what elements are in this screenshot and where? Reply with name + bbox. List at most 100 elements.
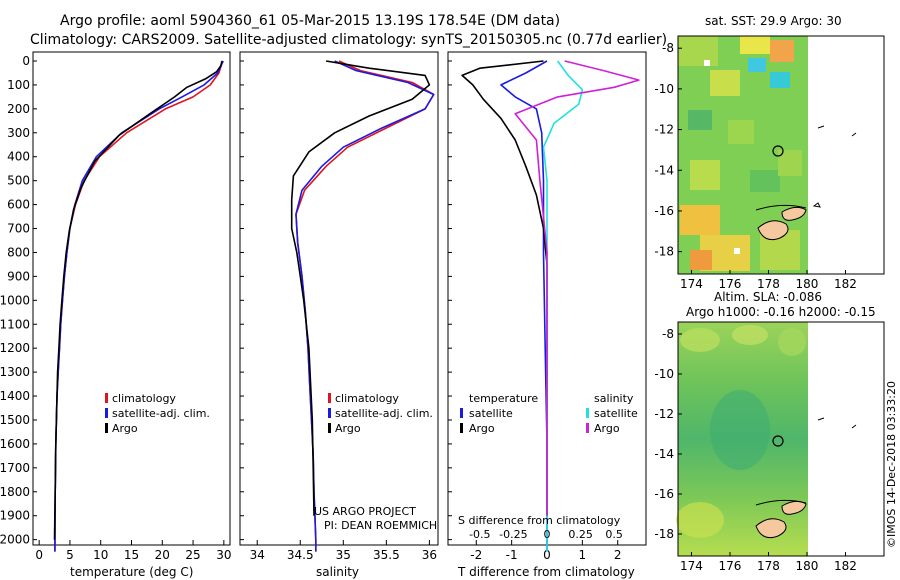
legend-satellite-adj: satellite-adj. clim. <box>335 407 433 420</box>
difference-legend: temperature satellite Argo salinity sate… <box>460 392 638 435</box>
x-tick-label: 10 <box>93 548 108 562</box>
legend-salinity-satellite: satellite <box>594 407 638 420</box>
series-line-climatology <box>295 60 435 552</box>
map-y-tick-label: -14 <box>654 163 674 177</box>
map-x-tick-label: 180 <box>796 277 819 291</box>
x-tick-label: 25 <box>185 548 200 562</box>
map-x-tick-label: 182 <box>834 277 857 291</box>
depth-tick-label: 1600 <box>0 437 30 451</box>
map-y-tick-label: -10 <box>654 82 674 96</box>
legend-salinity-header: salinity <box>594 392 634 405</box>
x-tick-label: 20 <box>155 548 170 562</box>
depth-tick-label: 1900 <box>0 509 30 523</box>
header-line-2: Climatology: CARS2009. Satellite-adjuste… <box>30 32 667 48</box>
sla-argo-marker <box>772 435 784 447</box>
series-line-temperature-satellite <box>500 60 548 552</box>
depth-tick-label: 1200 <box>0 341 30 355</box>
depth-axis-labels: 0 100 200 300 400 500 600 700 800 900 1000 1100 1200… <box>0 54 452 547</box>
map-y-tick-label: -18 <box>654 245 674 259</box>
header-line-1: Argo profile: aoml 5904360_61 05-Mar-201… <box>60 13 560 29</box>
map-x-tick-label: 176 <box>719 559 742 573</box>
depth-tick-label: 2000 <box>0 533 30 547</box>
depth-tick-label: 800 <box>7 245 30 259</box>
depth-tick-label: 1300 <box>0 365 30 379</box>
s-difference-label: S difference from climatology <box>458 514 621 527</box>
series-line-satellite-adj-clim- <box>54 60 224 552</box>
s-difference-tick-label: -0.5 <box>469 528 490 541</box>
depth-tick-label: 100 <box>7 78 30 92</box>
map-y-tick-label: -16 <box>654 204 674 218</box>
pi-credit: PI: DEAN ROEMMICH <box>324 519 437 532</box>
sst-map-ticks: 174 176 178 180 182 -8 -10 -12 -14 -16 -18 <box>654 41 857 291</box>
series-line-temperature-argo <box>461 60 548 516</box>
legend-temperature-header: temperature <box>469 392 538 405</box>
sst-argo-marker <box>772 145 784 157</box>
temperature-plot: 0 5 10 15 20 25 30 <box>35 60 231 562</box>
difference-plot: -2 -1 0 1 2 <box>461 60 640 562</box>
x-tick-label: 30 <box>216 548 231 562</box>
x-tick-label: 5 <box>66 548 74 562</box>
depth-tick-label: 900 <box>7 269 30 283</box>
map-y-tick-label: -12 <box>654 123 674 137</box>
x-tick-label: -1 <box>506 548 518 562</box>
x-tick-label: 34 <box>250 548 265 562</box>
depth-tick-label: 200 <box>7 102 30 116</box>
x-tick-label: 0 <box>35 548 43 562</box>
salinity-legend: climatology satellite-adj. clim. Argo <box>328 392 433 435</box>
depth-tick-label: 0 <box>22 54 30 68</box>
sla-map-ticks: 174 176 178 180 182 -8 -10 -12 -14 -16 -18 <box>654 327 857 573</box>
legend-temperature-satellite: satellite <box>469 407 513 420</box>
depth-tick-label: 300 <box>7 126 30 140</box>
x-tick-label: 2 <box>614 548 622 562</box>
salinity-panel-frame <box>239 51 439 546</box>
s-difference-tick-label: -0.25 <box>499 528 527 541</box>
legend-temperature-argo: Argo <box>469 422 495 435</box>
difference-x-label: T difference from climatology <box>457 565 635 579</box>
legend-argo: Argo <box>112 422 138 435</box>
legend-climatology: climatology <box>112 392 176 405</box>
legend-climatology: climatology <box>335 392 399 405</box>
series-line-climatology <box>54 60 224 552</box>
sla-map <box>676 321 885 557</box>
series-line-salinity-satellite <box>542 60 584 552</box>
map-y-tick-label: -10 <box>654 367 674 381</box>
depth-tick-label: 1000 <box>0 293 30 307</box>
x-tick-label: 35.5 <box>373 548 400 562</box>
x-tick-label: 0 <box>543 548 551 562</box>
map-x-tick-label: 174 <box>680 559 703 573</box>
salinity-plot: 34 34.5 35 35.5 36 <box>250 60 437 562</box>
x-tick-label: 1 <box>579 548 587 562</box>
map-x-tick-label: 174 <box>680 277 703 291</box>
series-line-salinity-argo <box>514 60 640 516</box>
s-difference-tick-labels: -0.5 -0.25 0 0.25 0.5 <box>469 528 623 541</box>
depth-tick-label: 400 <box>7 150 30 164</box>
x-tick-label: 35 <box>336 548 351 562</box>
sla-map-title: Altim. SLA: -0.086 <box>714 290 822 304</box>
map-y-tick-label: -18 <box>654 527 674 541</box>
depth-tick-label: 1100 <box>0 317 30 331</box>
map-x-tick-label: 180 <box>796 559 819 573</box>
temperature-x-label: temperature (deg C) <box>70 565 193 579</box>
series-line-argo <box>53 60 223 540</box>
depth-tick-label: 1800 <box>0 485 30 499</box>
map-y-tick-label: -8 <box>662 41 674 55</box>
salinity-x-label: salinity <box>316 565 359 579</box>
depth-tick-label: 600 <box>7 198 30 212</box>
series-line-argo <box>290 60 431 516</box>
depth-tick-label: 1700 <box>0 461 30 475</box>
sst-map <box>677 35 885 275</box>
s-difference-tick-label: 0 <box>544 528 551 541</box>
legend-satellite-adj: satellite-adj. clim. <box>112 407 210 420</box>
x-tick-label: 36 <box>422 548 437 562</box>
map-y-tick-label: -8 <box>662 327 674 341</box>
sst-map-title: sat. SST: 29.9 Argo: 30 <box>705 14 842 28</box>
temperature-legend: climatology satellite-adj. clim. Argo <box>105 392 210 435</box>
legend-salinity-argo: Argo <box>594 422 620 435</box>
imos-watermark: ©IMOS 14-Dec-2018 03:33:20 <box>885 381 898 548</box>
map-y-tick-label: -12 <box>654 407 674 421</box>
legend-argo: Argo <box>335 422 361 435</box>
x-tick-label: 15 <box>124 548 139 562</box>
project-credit: US ARGO PROJECT <box>314 505 416 518</box>
map-x-tick-label: 178 <box>757 559 780 573</box>
